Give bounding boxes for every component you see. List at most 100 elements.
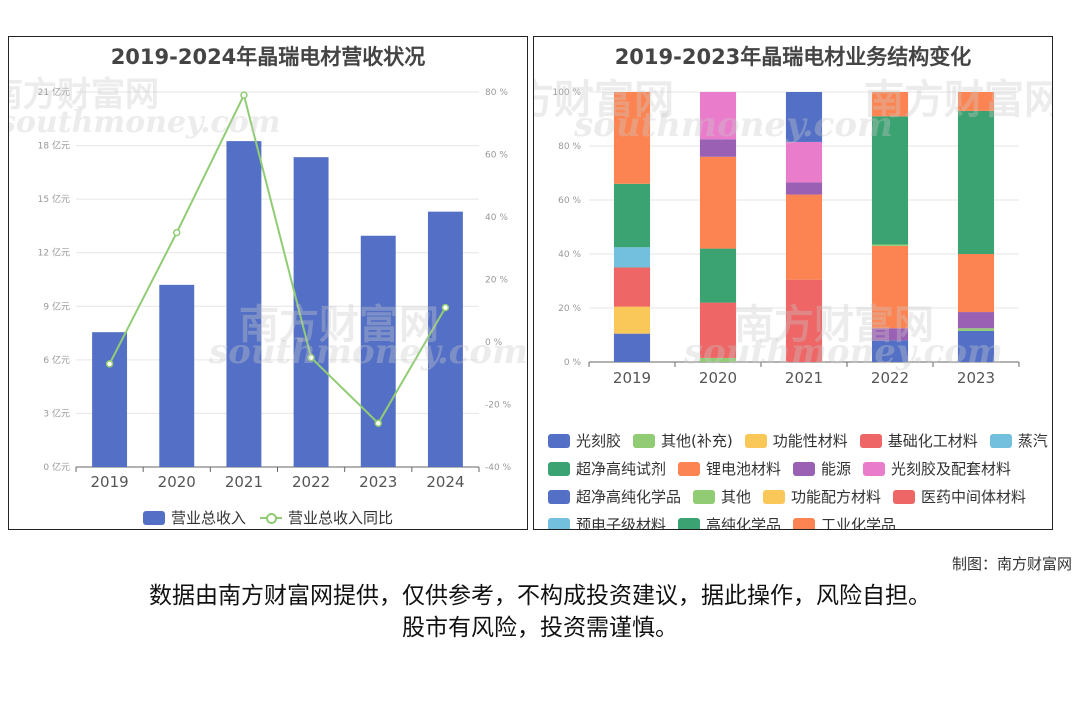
stacked-bar-segment [871,92,909,117]
legend-label: 医药中间体材料 [921,488,1027,506]
legend-label: 其他(补充) [661,432,733,450]
x-tick-label: 2024 [426,473,464,491]
bar [159,284,195,467]
line-point [307,353,315,362]
legend-swatch [548,517,570,529]
legend-label: 超净高纯试剂 [576,460,667,478]
y2-tick-label: -40 % [485,463,512,473]
stacked-bar-segment [957,328,995,331]
x-tick-label: 2020 [158,473,196,491]
legend-label: 其他 [721,488,752,506]
stacked-bar-segment [871,116,909,245]
y2-tick-label: 20 % [485,276,508,286]
legend-label: 预电子级材料 [576,516,667,530]
x-tick-label: 2023 [359,473,397,491]
disclaimer: 数据由南方财富网提供，仅供参考，不构成投资建议，据此操作，风险自担。 股市有风险… [0,580,1080,644]
legend-label: 营业总收入 [170,509,246,527]
legend-swatch [859,433,882,448]
bar [427,211,463,467]
x-tick-label: 2023 [957,369,995,387]
x-tick-label: 2019 [90,473,128,491]
structure-chart: 0 % 20 % 40 % 60 % 80 % 100 % 2019 2020 2021 2022… [552,88,1020,387]
legend-swatch [142,510,165,525]
y-tick-label: 6 亿元 [43,354,70,366]
disclaimer-line: 数据由南方财富网提供，仅供参考，不构成投资建议，据此操作，风险自担。 [149,583,931,609]
legend-item[interactable]: 工业化学品 [793,514,897,530]
legend-item[interactable]: 蒸汽 [989,430,1048,451]
y-tick-label: 100 % [552,88,581,98]
revenue-chart-panel: 南方财富网 southmoney.com 南方财富网 southmoney.co… [8,36,528,530]
y-tick-label: 21 亿元 [38,86,70,98]
legend-item[interactable]: 其他(补充) [633,430,733,451]
y2-tick-label: 80 % [485,88,508,98]
legend-item-revenue-yoy[interactable]: 营业总收入同比 [260,507,393,528]
stacked-bar-segment [613,306,651,334]
chart-title: 2019-2023年晶瑞电材业务结构变化 [614,45,972,69]
stacked-bar-segment [699,302,737,358]
x-tick-label: 2022 [292,473,330,491]
bar [92,332,128,467]
legend-item[interactable]: 功能性材料 [744,430,848,451]
y2-tick-label: 0 % [485,338,503,348]
stacked-bar-segment [699,357,737,362]
stacked-bar-segment [613,333,651,362]
legend-swatch [633,433,656,448]
legend-swatch [989,433,1012,448]
line-point [374,419,382,427]
y-tick-label: 20 % [558,304,581,314]
chart-legend: 光刻胶 其他(补充) 功能性材料 基础化工材料 蒸汽超净高纯试剂 锂电池材料 能源 光刻胶及配… [548,430,1048,530]
legend-item[interactable]: 光刻胶 [548,430,621,451]
legend-item[interactable]: 高纯化学品 [678,514,782,530]
x-tick-label: 2022 [871,369,909,387]
legend-label: 超净高纯化学品 [576,488,682,506]
legend-item[interactable]: 光刻胶及配套材料 [863,458,1011,479]
legend-item-revenue[interactable]: 营业总收入 [142,507,246,528]
x-tick-label: 2019 [613,369,651,387]
bar [226,141,262,467]
stacked-bar-segment [957,110,995,255]
y-tick-label: 15 亿元 [38,193,70,205]
legend-item[interactable]: 基础化工材料 [859,430,978,451]
legend-item[interactable]: 功能配方材料 [763,486,881,507]
bar [360,235,396,467]
y2-tick-label: 40 % [485,213,508,223]
y2-tick-label: -20 % [485,401,512,411]
series-line [108,92,447,425]
stacked-bar-segment [613,183,651,248]
y-tick-label: 40 % [558,250,581,260]
stacked-bar-segment [871,244,909,246]
chart-legend: 营业总收入 营业总收入同比 [9,507,527,528]
legend-item[interactable]: 超净高纯化学品 [548,486,681,507]
structure-chart-panel: 南方财富网 南方财富网 southmoney.com 南方财富网 southmo… [533,36,1053,530]
revenue-chart: 0 亿元 3 亿元 6 亿元 9 亿元 12 亿元 15 亿元 18 亿元 21 亿元 -40 … [38,86,512,491]
legend-item[interactable]: 锂电池材料 [678,458,781,479]
stacked-bar-segment [613,92,651,184]
legend-swatch [763,489,786,504]
legend-label: 功能性材料 [772,432,848,450]
legend-label: 蒸汽 [1017,432,1048,450]
legend-label: 高纯化学品 [706,516,782,530]
stacked-bar-segment [613,267,651,307]
legend-label: 基础化工材料 [887,432,978,450]
stacked-bar-segment [785,182,823,195]
legend-item[interactable]: 医药中间体材料 [893,486,1026,507]
legend-item[interactable]: 超净高纯试剂 [548,458,666,479]
stacked-bar-segment [785,92,823,142]
stacked-bar-segment [613,247,651,268]
legend-swatch [693,489,716,504]
stacked-bar-segment [871,340,909,362]
stacked-bar-segment [699,156,737,249]
legend-item[interactable]: 能源 [793,458,851,479]
legend-swatch [548,489,570,504]
y-tick-label: 0 % [564,358,582,368]
legend-item[interactable]: 预电子级材料 [548,514,667,530]
line-point [441,303,450,312]
legend-swatch [260,511,282,525]
y-tick-label: 18 亿元 [38,140,70,152]
stacked-bar-segment [957,92,995,111]
disclaimer-line: 股市有风险，投资需谨慎。 [402,615,678,641]
legend-item[interactable]: 其他 [693,486,751,507]
legend-swatch [678,461,701,476]
line-point [173,228,181,237]
legend-label: 工业化学品 [821,516,897,530]
